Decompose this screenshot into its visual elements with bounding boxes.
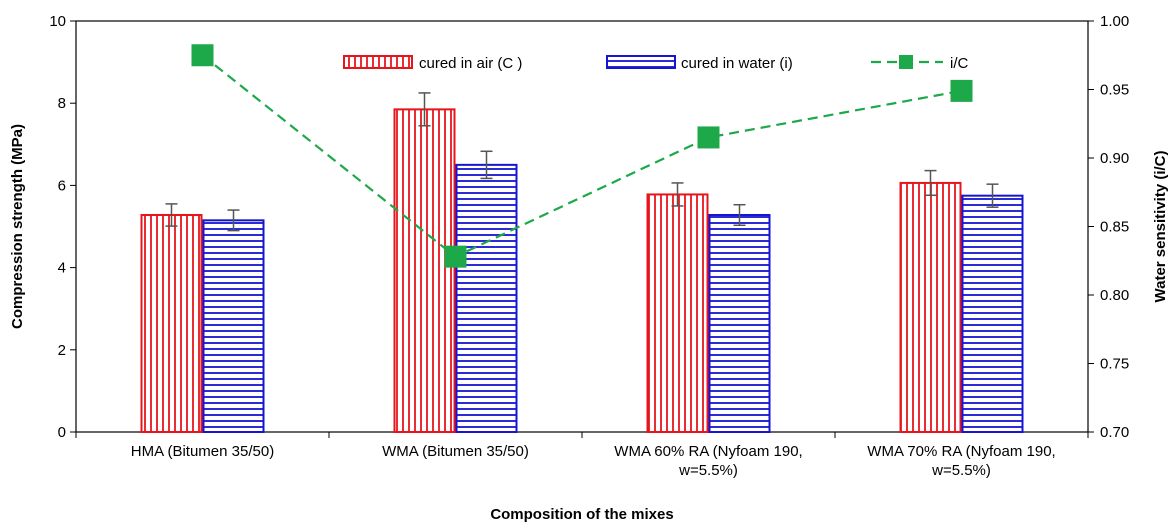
error-bars	[165, 92, 999, 232]
legend-label-water: cured in water (i)	[681, 55, 793, 72]
y-tick-label: 0	[58, 424, 66, 441]
bar	[202, 219, 265, 433]
y-axis-title: Compression strength (MPa)	[9, 124, 26, 329]
y2-tick-label: 0.95	[1100, 82, 1129, 99]
y2-tick-label: 0.75	[1100, 356, 1129, 373]
y2-tick-label: 0.90	[1100, 150, 1129, 167]
bar	[140, 213, 203, 433]
bar	[646, 193, 709, 433]
bar	[899, 181, 962, 433]
y2-tick-label: 0.70	[1100, 424, 1129, 441]
legend: cured in air (C ) cured in water (i) i/C	[343, 55, 969, 72]
legend-swatch-water	[606, 55, 676, 69]
bar	[708, 213, 771, 433]
ratio-marker	[444, 245, 467, 268]
y-tick-label: 4	[58, 260, 66, 277]
y-tick-label: 2	[58, 342, 66, 359]
y2-tick-label: 0.85	[1100, 219, 1129, 236]
y2-tick-label: 1.00	[1100, 13, 1129, 30]
bars	[140, 108, 1024, 434]
x-axis-title: Composition of the mixes	[490, 506, 673, 523]
legend-marker-ratio	[899, 55, 913, 69]
x-tick-label: WMA 60% RA (Nyfoam 190, w=5.5%)	[614, 443, 802, 479]
ratio-line	[191, 44, 973, 268]
y-tick-label: 6	[58, 177, 66, 194]
bar	[393, 108, 456, 434]
legend-swatch-air	[343, 55, 413, 69]
axis-ticks: 0 2 4 6 8 10 0.70 0.75 0.80 0.85 0.90 0.95 1.00 HMA (…	[49, 13, 1129, 479]
bar	[961, 194, 1024, 433]
ratio-polyline	[201, 54, 962, 258]
ratio-marker	[191, 44, 214, 67]
x-tick-label: WMA 70% RA (Nyfoam 190, w=5.5%)	[867, 443, 1055, 479]
legend-label-ratio: i/C	[950, 55, 969, 72]
x-tick-label: HMA (Bitumen 35/50)	[131, 443, 274, 460]
y2-tick-label: 0.80	[1100, 287, 1129, 304]
ratio-marker	[697, 126, 720, 149]
y-tick-label: 10	[49, 13, 66, 30]
legend-label-air: cured in air (C )	[419, 55, 522, 72]
ratio-marker	[950, 79, 973, 102]
y2-axis-title: Water sensitivity (i/C)	[1152, 151, 1169, 303]
x-tick-label: WMA (Bitumen 35/50)	[382, 443, 529, 460]
bar	[455, 163, 518, 433]
y-tick-label: 8	[58, 95, 66, 112]
